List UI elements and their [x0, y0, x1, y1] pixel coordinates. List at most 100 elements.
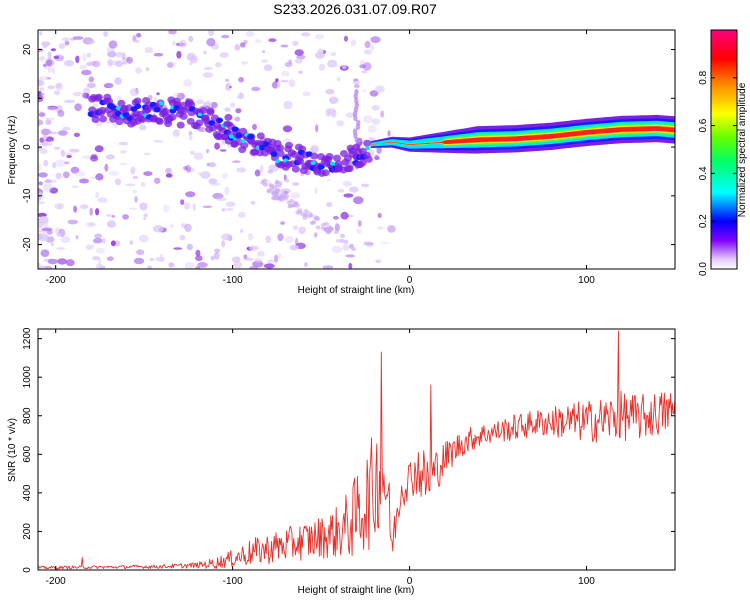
noise-blob — [255, 39, 262, 44]
noise-blob — [202, 205, 213, 209]
noise-blob — [138, 234, 149, 243]
noise-blob — [121, 56, 131, 62]
noise-blob — [45, 236, 55, 243]
noise-blob — [95, 191, 99, 199]
noise-blob — [73, 132, 80, 137]
noise-blob — [330, 51, 337, 57]
noise-blob — [259, 164, 264, 173]
noise-blob — [189, 150, 195, 155]
noise-blob — [82, 155, 93, 160]
ridge-blob — [168, 113, 177, 121]
y-tick-label: 400 — [22, 484, 33, 501]
noise-blob — [132, 175, 139, 180]
noise-blob — [282, 125, 293, 133]
noise-blob — [94, 145, 104, 153]
noise-blob — [184, 202, 191, 210]
noise-blob — [224, 207, 234, 212]
noise-blob — [219, 149, 227, 152]
noise-blob — [203, 67, 213, 70]
ridge-blob — [224, 113, 233, 121]
noise-blob — [294, 49, 304, 56]
ridge-blob — [270, 151, 278, 157]
noise-blob — [40, 249, 50, 257]
noise-blob — [38, 110, 43, 113]
noise-blob — [342, 180, 352, 187]
noise-blob — [353, 115, 358, 122]
noise-blob — [208, 30, 215, 36]
noise-blob — [143, 217, 147, 220]
noise-blob — [176, 50, 182, 59]
ridge-blob — [324, 155, 333, 163]
noise-blob — [195, 249, 201, 257]
noise-blob — [237, 211, 246, 218]
noise-blob — [46, 59, 53, 66]
noise-blob — [243, 39, 248, 45]
noise-blob — [132, 189, 138, 194]
y-tick-label: 20 — [22, 44, 33, 56]
noise-blob — [352, 80, 361, 85]
noise-blob — [221, 208, 226, 212]
noise-blob — [129, 207, 138, 211]
noise-blob — [354, 83, 360, 89]
noise-blob — [380, 241, 390, 245]
noise-blob — [47, 85, 55, 90]
noise-blob — [374, 156, 381, 161]
noise-blob — [200, 171, 211, 179]
noise-blob — [288, 203, 294, 208]
ridge-band-layer — [370, 126, 675, 145]
noise-blob — [122, 214, 129, 220]
noise-blob — [356, 119, 361, 126]
noise-blob — [120, 150, 127, 154]
noise-blob — [374, 85, 385, 93]
noise-blob — [193, 152, 204, 160]
noise-blob — [45, 179, 57, 183]
noise-blob — [295, 58, 303, 64]
noise-blob — [38, 265, 46, 269]
noise-blob — [192, 202, 196, 212]
noise-blob — [97, 257, 102, 266]
noise-blob — [86, 82, 96, 89]
noise-blob — [85, 62, 93, 66]
noise-blob — [360, 183, 370, 188]
noise-blob — [56, 247, 65, 250]
snr-panel: -200 -100 0 100 0 200 400 600 800 1000 1200 Heigh… — [7, 327, 676, 596]
ridge-blob — [291, 165, 300, 173]
noise-blob — [47, 106, 58, 111]
ridge-blob — [333, 154, 341, 162]
noise-blob — [43, 159, 49, 167]
noise-blob — [82, 92, 89, 99]
ridge-blob — [176, 121, 185, 129]
y-tick-label: 0 — [22, 144, 33, 150]
noise-blob — [52, 162, 56, 169]
ridge-blob — [276, 144, 285, 152]
noise-blob — [272, 81, 278, 89]
ridge-blob — [134, 103, 142, 110]
noise-blob — [74, 171, 86, 177]
noise-blob — [364, 40, 371, 49]
noise-blob — [238, 76, 245, 83]
noise-blob — [106, 256, 114, 262]
noise-blob — [318, 63, 326, 71]
noise-blob — [52, 67, 56, 75]
noise-blob — [47, 51, 52, 60]
noise-blob — [268, 38, 277, 43]
noise-blob — [290, 192, 300, 199]
noise-blob — [126, 56, 134, 64]
ridge-blob — [94, 93, 103, 101]
noise-blob — [343, 193, 354, 198]
noise-blob — [185, 191, 196, 198]
noise-blob — [203, 50, 207, 55]
y-tick-label: 200 — [22, 523, 33, 540]
spectrogram-x-label: Height of straight line (km) — [298, 285, 415, 296]
noise-blob — [337, 188, 345, 193]
noise-blob — [89, 176, 97, 180]
ridge-blob — [285, 141, 293, 149]
noise-blob — [336, 238, 340, 243]
noise-blob — [226, 201, 236, 207]
noise-blob — [95, 263, 104, 269]
ridge-blob — [115, 106, 121, 110]
noise-blob — [359, 64, 367, 69]
noise-blob — [95, 173, 104, 181]
noise-blob — [277, 196, 283, 201]
